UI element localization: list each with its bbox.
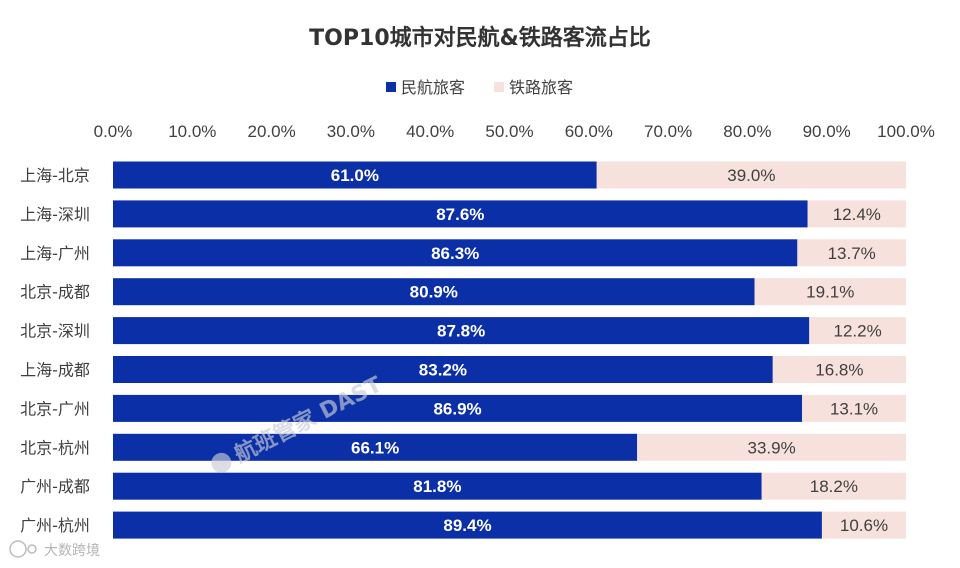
bar-segment-airline: [113, 200, 808, 228]
category-label: 上海-深圳: [20, 205, 90, 224]
category-label: 广州-成都: [20, 477, 90, 496]
value-label: 83.2%: [419, 361, 467, 380]
x-tick-label: 80.0%: [723, 122, 771, 141]
value-label: 81.8%: [413, 477, 461, 496]
category-label: 广州-杭州: [20, 516, 90, 535]
value-label: 13.1%: [830, 399, 878, 418]
bar-segment-airline: [113, 472, 762, 500]
bar-segment-railway: [754, 278, 906, 306]
legend-swatch-1: [386, 82, 396, 92]
watermark-logo-icon: [211, 452, 232, 473]
bar-segment-railway: [797, 239, 906, 267]
bars: [113, 161, 906, 539]
corner-logo-text: 大数跨境: [44, 543, 100, 559]
corner-logo: 大数跨境: [9, 540, 100, 559]
value-label: 16.8%: [815, 361, 863, 380]
bar-segment-airline: [113, 278, 755, 306]
bar-segment-airline: [113, 433, 638, 461]
legend-label-1: 民航旅客: [401, 78, 465, 97]
category-label: 北京-深圳: [20, 322, 90, 341]
watermark: 航班管家 DAST: [211, 371, 386, 473]
bar-segment-railway: [596, 161, 906, 189]
category-label: 上海-成都: [20, 361, 90, 380]
corner-logo-icon: [9, 540, 27, 558]
legend-swatch-2: [494, 82, 504, 92]
bar-segment-airline: [113, 511, 822, 539]
legend: 民航旅客 铁路旅客: [386, 78, 573, 97]
bar-segment-airline: [113, 356, 773, 383]
bar-segment-railway: [772, 356, 906, 383]
value-label: 18.2%: [810, 477, 858, 496]
x-tick-label: 40.0%: [406, 122, 454, 141]
value-label: 66.1%: [351, 438, 399, 457]
x-axis-tick-labels: 0.0% 10.0% 20.0% 30.0% 40.0% 50.0% 60.0% 70.0% 8…: [94, 122, 935, 141]
x-tick-label: 10.0%: [168, 122, 216, 141]
value-label: 89.4%: [443, 516, 491, 535]
value-label: 86.9%: [433, 399, 481, 418]
category-label: 北京-广州: [20, 399, 90, 418]
bar-segment-airline: [113, 317, 810, 345]
bar-segment-railway: [802, 394, 906, 422]
value-label: 13.7%: [828, 244, 876, 263]
bar-segment-railway: [807, 200, 906, 228]
bar-segment-airline: [113, 394, 803, 422]
corner-logo-dot-icon: [27, 544, 37, 554]
x-tick-label: 20.0%: [247, 122, 295, 141]
legend-label-2: 铁路旅客: [509, 78, 573, 97]
value-label: 12.2%: [834, 322, 882, 341]
value-label: 87.8%: [437, 322, 485, 341]
x-tick-label: 100.0%: [877, 122, 935, 141]
value-label: 87.6%: [436, 205, 484, 224]
value-label: 61.0%: [331, 166, 379, 185]
value-label: 19.1%: [806, 283, 854, 302]
bar-segment-railway: [809, 317, 906, 345]
value-label: 12.4%: [833, 205, 881, 224]
bar-segment-airline: [113, 161, 597, 189]
value-label: 80.9%: [410, 283, 458, 302]
value-label: 86.3%: [431, 244, 479, 263]
category-label: 上海-北京: [20, 166, 90, 185]
value-label: 33.9%: [747, 438, 795, 457]
bar-segment-airline: [113, 239, 798, 267]
category-label: 北京-杭州: [20, 438, 90, 457]
bar-segment-railway: [637, 433, 906, 461]
x-tick-label: 50.0%: [485, 122, 533, 141]
category-label: 北京-成都: [20, 283, 90, 302]
bar-segment-railway: [821, 511, 906, 539]
value-label: 39.0%: [727, 166, 775, 185]
value-label: 10.6%: [840, 516, 888, 535]
category-labels: 上海-北京上海-深圳上海-广州北京-成都北京-深圳上海-成都北京-广州北京-杭州…: [20, 166, 90, 535]
x-tick-label: 90.0%: [803, 122, 851, 141]
x-tick-label: 60.0%: [565, 122, 613, 141]
category-label: 上海-广州: [20, 244, 90, 263]
bar-segment-railway: [761, 472, 906, 500]
x-tick-label: 0.0%: [94, 122, 133, 141]
x-tick-label: 70.0%: [644, 122, 692, 141]
value-labels: 61.0% 39.0% 87.6% 12.4% 86.3% 13.7% 80.9% 19.1%…: [331, 166, 888, 535]
x-tick-label: 30.0%: [327, 122, 375, 141]
chart-title: TOP10城市对民航&铁路客流占比: [309, 25, 651, 51]
